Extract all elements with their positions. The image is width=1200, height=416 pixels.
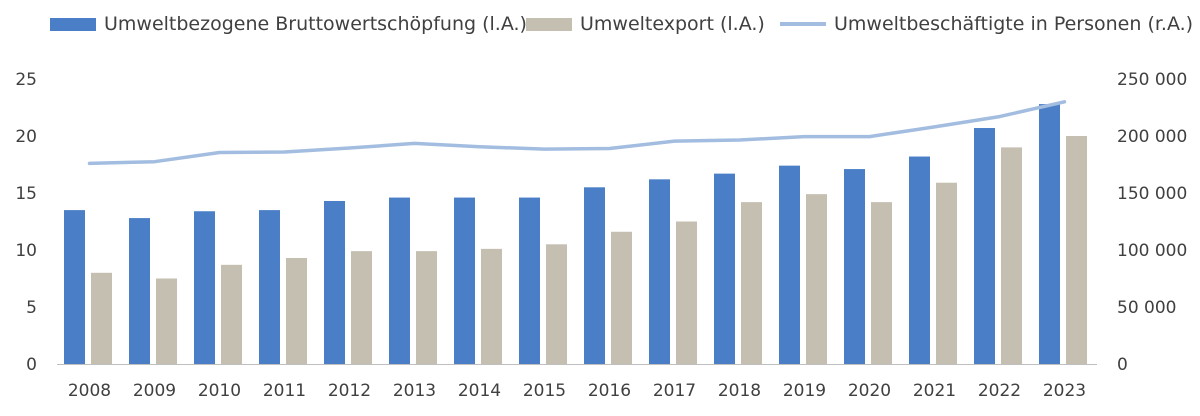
y-right-tick-label-200000: 200 000 (1117, 127, 1187, 147)
bar-umweltexport-2021 (936, 182, 957, 364)
x-tick-label-2020: 2020 (848, 381, 891, 401)
x-tick-label-2011: 2011 (263, 381, 306, 401)
x-tick-label-2009: 2009 (133, 381, 176, 401)
x-tick-label-2010: 2010 (198, 381, 241, 401)
bar-bruttowertschoepfung-2009 (129, 218, 150, 364)
bar-bruttowertschoepfung-2018 (714, 173, 735, 364)
bar-umweltexport-2018 (741, 202, 762, 364)
x-tick-label-2021: 2021 (913, 381, 956, 401)
bar-umweltexport-2022 (1001, 147, 1022, 364)
bar-umweltexport-2019 (806, 194, 827, 364)
bar-umweltexport-2011 (286, 257, 307, 364)
bar-umweltexport-2017 (676, 221, 697, 364)
y-left-tick-label-10: 10 (15, 241, 37, 261)
bar-umweltexport-2009 (156, 278, 177, 364)
y-right-tick-label-0: 0 (1117, 355, 1128, 375)
legend-label-umweltbeschaeftigte: Umweltbeschäftigte in Personen (r.A.) (834, 13, 1194, 35)
bar-bruttowertschoepfung-2012 (324, 200, 345, 364)
legend-swatch-umweltbeschaeftigte (780, 22, 826, 26)
legend-item-umweltexport: Umweltexport (l.A.) (526, 9, 765, 39)
bar-bruttowertschoepfung-2008 (64, 210, 85, 364)
bar-bruttowertschoepfung-2013 (389, 197, 410, 364)
bar-bruttowertschoepfung-2015 (519, 197, 540, 364)
x-tick-label-2015: 2015 (523, 381, 566, 401)
bar-umweltexport-2008 (91, 272, 112, 364)
bar-umweltexport-2023 (1066, 136, 1087, 364)
y-left-tick-label-0: 0 (26, 355, 37, 375)
x-tick-label-2022: 2022 (978, 381, 1021, 401)
bar-umweltexport-2016 (611, 231, 632, 364)
x-tick-label-2017: 2017 (653, 381, 696, 401)
bar-umweltexport-2013 (416, 251, 437, 364)
x-tick-label-2023: 2023 (1043, 381, 1086, 401)
x-tick-label-2019: 2019 (783, 381, 826, 401)
x-tick-label-2016: 2016 (588, 381, 631, 401)
x-tick-label-2018: 2018 (718, 381, 761, 401)
bar-umweltexport-2010 (221, 264, 242, 364)
bar-bruttowertschoepfung-2019 (779, 165, 800, 364)
legend-item-umweltbeschaeftigte: Umweltbeschäftigte in Personen (r.A.) (780, 9, 1193, 39)
y-right-tick-label-50000: 50 000 (1117, 298, 1176, 318)
bar-bruttowertschoepfung-2010 (194, 211, 215, 364)
bar-bruttowertschoepfung-2017 (649, 179, 670, 364)
legend-swatch-bruttowertschoepfung (50, 17, 96, 31)
bar-bruttowertschoepfung-2023 (1039, 104, 1060, 364)
legend-swatch-umweltexport (526, 17, 572, 31)
bar-umweltexport-2014 (481, 248, 502, 364)
x-tick-label-2013: 2013 (393, 381, 436, 401)
legend-item-bruttowertschoepfung: Umweltbezogene Bruttowertschöpfung (l.A.… (50, 9, 527, 39)
bar-bruttowertschoepfung-2020 (844, 169, 865, 364)
bar-umweltexport-2020 (871, 202, 892, 364)
bar-bruttowertschoepfung-2021 (909, 156, 930, 364)
bar-bruttowertschoepfung-2016 (584, 187, 605, 364)
legend: Umweltbezogene Bruttowertschöpfung (l.A.… (0, 9, 1200, 39)
x-tick-label-2014: 2014 (458, 381, 501, 401)
y-right-tick-label-100000: 100 000 (1117, 241, 1187, 261)
legend-label-bruttowertschoepfung: Umweltbezogene Bruttowertschöpfung (l.A.… (104, 13, 527, 35)
bar-umweltexport-2015 (546, 244, 567, 364)
legend-label-umweltexport: Umweltexport (l.A.) (580, 13, 765, 35)
y-right-tick-label-150000: 150 000 (1117, 184, 1187, 204)
x-tick-label-2008: 2008 (68, 381, 111, 401)
y-left-tick-label-20: 20 (15, 127, 37, 147)
bar-bruttowertschoepfung-2011 (259, 210, 280, 364)
line-umweltbeschaeftigte (87, 100, 1067, 166)
bar-umweltexport-2012 (351, 251, 372, 364)
y-left-tick-label-5: 5 (26, 298, 37, 318)
y-right-tick-label-250000: 250 000 (1117, 70, 1187, 90)
bar-bruttowertschoepfung-2014 (454, 197, 475, 364)
y-left-tick-label-15: 15 (15, 184, 37, 204)
x-tick-label-2012: 2012 (328, 381, 371, 401)
y-left-tick-label-25: 25 (15, 70, 37, 90)
bar-bruttowertschoepfung-2022 (974, 128, 995, 364)
